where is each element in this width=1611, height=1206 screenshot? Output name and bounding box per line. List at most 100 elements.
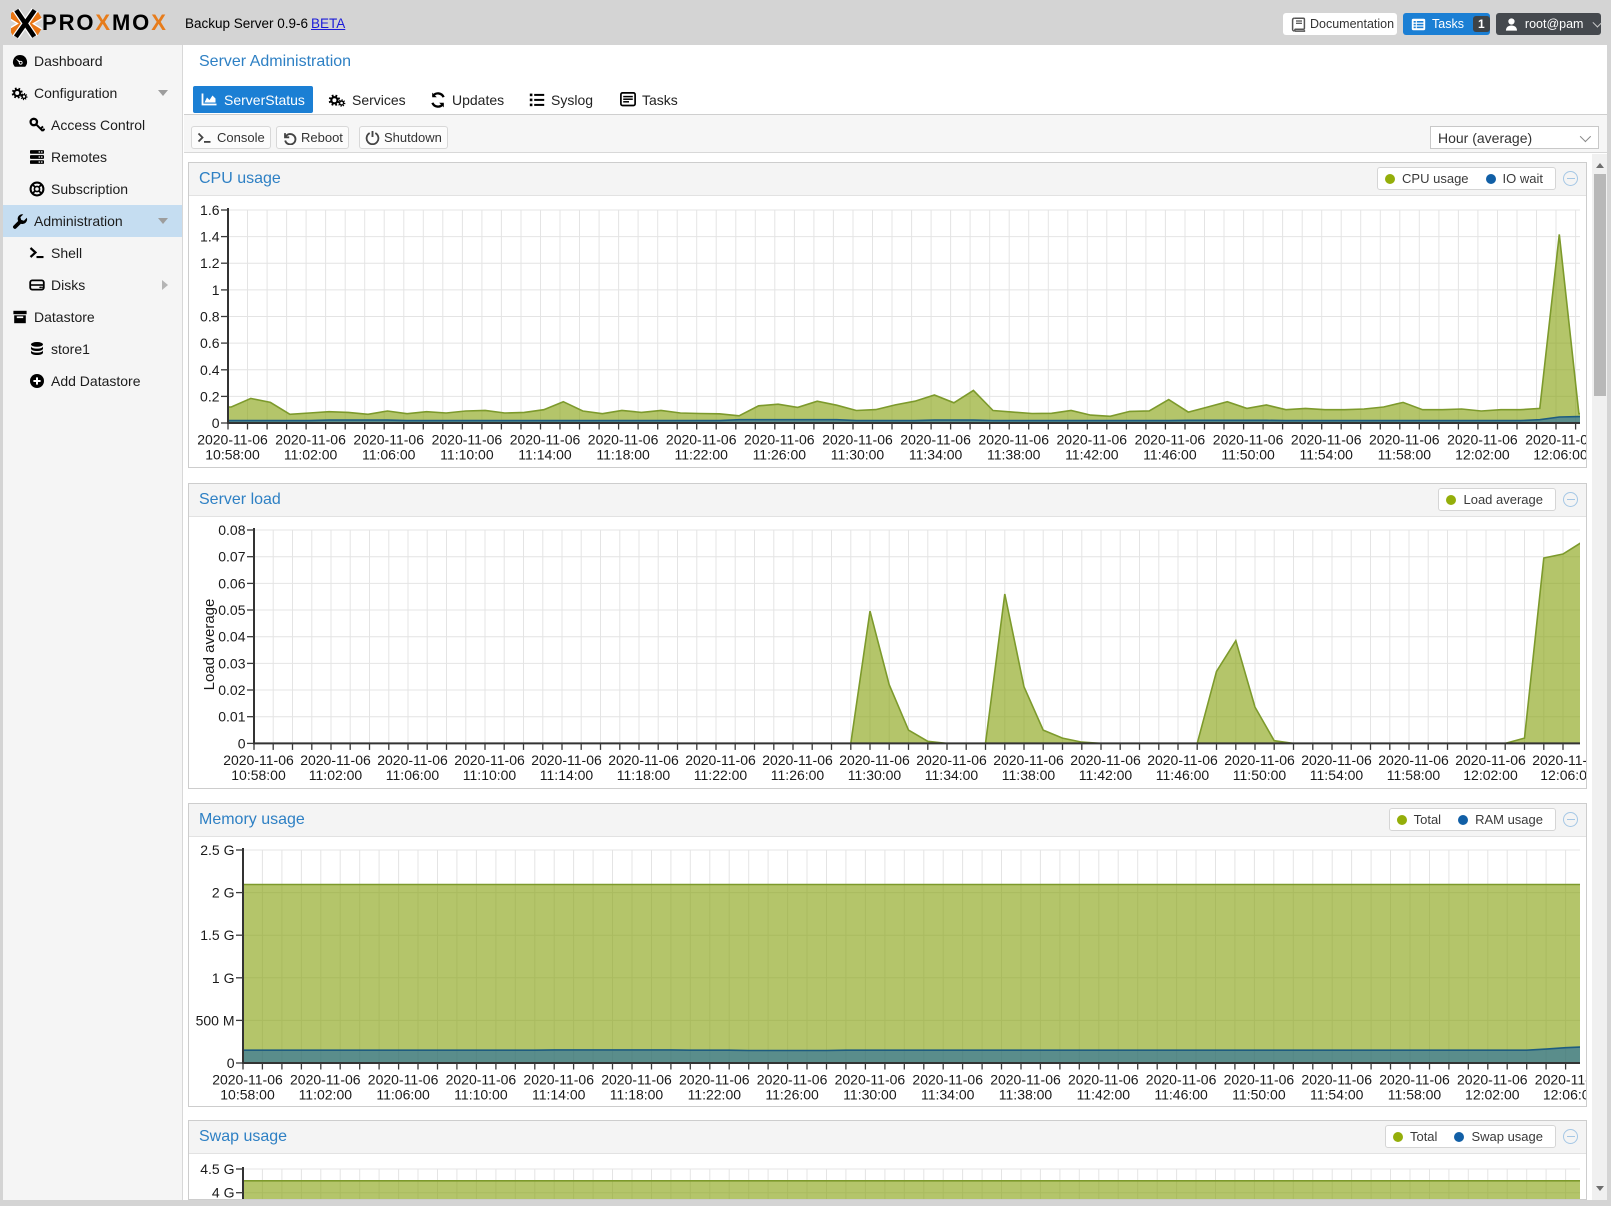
svg-text:2.5 G: 2.5 G [200, 842, 234, 858]
svg-text:2020-11-06: 2020-11-06 [900, 432, 971, 448]
svg-text:0: 0 [238, 735, 246, 751]
svg-text:2020-11-06: 2020-11-06 [1224, 752, 1295, 768]
svg-text:2020-11-06: 2020-11-06 [368, 1072, 439, 1088]
svg-text:0.05: 0.05 [218, 602, 245, 618]
svg-text:2020-11-06: 2020-11-06 [290, 1072, 361, 1088]
svg-text:11:06:00: 11:06:00 [362, 447, 416, 463]
svg-text:2020-11-06: 2020-11-06 [353, 432, 424, 448]
svg-text:2020-11-06: 2020-11-06 [757, 1072, 828, 1088]
svg-text:11:34:00: 11:34:00 [925, 767, 979, 783]
svg-text:11:50:00: 11:50:00 [1233, 767, 1287, 783]
svg-text:11:02:00: 11:02:00 [284, 447, 338, 463]
svg-text:11:18:00: 11:18:00 [617, 767, 671, 783]
svg-text:1.5 G: 1.5 G [200, 927, 234, 943]
svg-text:11:42:00: 11:42:00 [1077, 1087, 1131, 1103]
svg-text:2020-11-06: 2020-11-06 [839, 752, 910, 768]
svg-text:12:06:00: 12:06:00 [1543, 1087, 1586, 1103]
svg-text:10:58:00: 10:58:00 [205, 447, 260, 463]
svg-text:11:50:00: 11:50:00 [1221, 447, 1275, 463]
svg-text:2020-11-06: 2020-11-06 [608, 752, 679, 768]
svg-text:2020-11-06: 2020-11-06 [1213, 432, 1284, 448]
svg-text:11:38:00: 11:38:00 [999, 1087, 1053, 1103]
svg-text:2 G: 2 G [212, 885, 235, 901]
svg-text:2020-11-06: 2020-11-06 [1379, 1072, 1450, 1088]
svg-text:11:14:00: 11:14:00 [532, 1087, 586, 1103]
svg-text:2020-11-06: 2020-11-06 [822, 432, 893, 448]
svg-text:11:30:00: 11:30:00 [831, 447, 885, 463]
svg-text:11:26:00: 11:26:00 [765, 1087, 819, 1103]
svg-text:10:58:00: 10:58:00 [220, 1087, 275, 1103]
svg-text:1.4: 1.4 [200, 229, 220, 245]
svg-text:2020-11-06: 2020-11-06 [1447, 432, 1518, 448]
svg-text:2020-11-06: 2020-11-06 [1057, 432, 1128, 448]
svg-text:2020-11-06: 2020-11-06 [377, 752, 448, 768]
svg-text:0: 0 [212, 415, 220, 431]
svg-text:500 M: 500 M [196, 1012, 235, 1028]
svg-text:2020-11-06: 2020-11-06 [1535, 1072, 1586, 1088]
svg-text:2020-11-06: 2020-11-06 [744, 432, 815, 448]
svg-text:1 G: 1 G [212, 970, 235, 986]
svg-text:11:34:00: 11:34:00 [909, 447, 963, 463]
svg-text:2020-11-06: 2020-11-06 [197, 432, 268, 448]
svg-text:11:18:00: 11:18:00 [610, 1087, 664, 1103]
svg-text:2020-11-06: 2020-11-06 [1301, 752, 1372, 768]
svg-text:11:54:00: 11:54:00 [1310, 1087, 1364, 1103]
svg-text:11:46:00: 11:46:00 [1154, 1087, 1208, 1103]
svg-text:2020-11-06: 2020-11-06 [666, 432, 737, 448]
svg-text:11:38:00: 11:38:00 [1002, 767, 1056, 783]
svg-text:1: 1 [212, 282, 220, 298]
svg-text:2020-11-06: 2020-11-06 [1378, 752, 1449, 768]
svg-text:2020-11-06: 2020-11-06 [1301, 1072, 1372, 1088]
svg-text:2020-11-06: 2020-11-06 [762, 752, 833, 768]
svg-text:2020-11-06: 2020-11-06 [510, 432, 581, 448]
svg-text:11:10:00: 11:10:00 [454, 1087, 508, 1103]
svg-text:0.02: 0.02 [218, 682, 245, 698]
svg-text:2020-11-06: 2020-11-06 [1369, 432, 1440, 448]
svg-text:11:58:00: 11:58:00 [1387, 767, 1441, 783]
svg-text:11:58:00: 11:58:00 [1378, 447, 1432, 463]
svg-text:2020-11-06: 2020-11-06 [1525, 432, 1586, 448]
svg-text:0.8: 0.8 [200, 309, 220, 325]
svg-text:11:42:00: 11:42:00 [1079, 767, 1133, 783]
svg-text:4.5 G: 4.5 G [200, 1161, 234, 1177]
svg-text:2020-11-06: 2020-11-06 [1068, 1072, 1139, 1088]
svg-text:1.2: 1.2 [200, 255, 220, 271]
svg-text:1.6: 1.6 [200, 202, 220, 218]
svg-text:11:14:00: 11:14:00 [518, 447, 572, 463]
svg-text:2020-11-06: 2020-11-06 [223, 752, 294, 768]
svg-text:12:06:00: 12:06:00 [1540, 767, 1586, 783]
svg-text:11:54:00: 11:54:00 [1299, 447, 1353, 463]
svg-text:2020-11-06: 2020-11-06 [300, 752, 371, 768]
svg-text:2020-11-06: 2020-11-06 [916, 752, 987, 768]
svg-text:11:06:00: 11:06:00 [376, 1087, 430, 1103]
svg-text:0.07: 0.07 [218, 549, 245, 565]
svg-text:2020-11-06: 2020-11-06 [523, 1072, 594, 1088]
svg-text:11:26:00: 11:26:00 [771, 767, 825, 783]
svg-text:11:42:00: 11:42:00 [1065, 447, 1119, 463]
svg-text:11:18:00: 11:18:00 [596, 447, 650, 463]
svg-text:11:22:00: 11:22:00 [674, 447, 728, 463]
svg-text:11:50:00: 11:50:00 [1232, 1087, 1286, 1103]
svg-text:11:06:00: 11:06:00 [386, 767, 440, 783]
svg-text:11:10:00: 11:10:00 [463, 767, 517, 783]
svg-text:2020-11-06: 2020-11-06 [446, 1072, 517, 1088]
svg-text:2020-11-06: 2020-11-06 [1135, 432, 1206, 448]
svg-text:0.08: 0.08 [218, 522, 245, 538]
svg-text:2020-11-06: 2020-11-06 [1291, 432, 1362, 448]
svg-text:2020-11-06: 2020-11-06 [679, 1072, 750, 1088]
svg-text:2020-11-06: 2020-11-06 [993, 752, 1064, 768]
svg-text:11:54:00: 11:54:00 [1310, 767, 1364, 783]
svg-text:0.04: 0.04 [218, 629, 245, 645]
svg-text:2020-11-06: 2020-11-06 [454, 752, 525, 768]
svg-text:10:58:00: 10:58:00 [231, 767, 286, 783]
svg-text:11:10:00: 11:10:00 [440, 447, 494, 463]
svg-text:0.03: 0.03 [218, 655, 245, 671]
svg-text:12:06:00: 12:06:00 [1533, 447, 1586, 463]
svg-text:2020-11-06: 2020-11-06 [1070, 752, 1141, 768]
svg-text:11:22:00: 11:22:00 [688, 1087, 742, 1103]
svg-text:2020-11-06: 2020-11-06 [978, 432, 1049, 448]
svg-text:2020-11-06: 2020-11-06 [275, 432, 346, 448]
svg-text:2020-11-06: 2020-11-06 [990, 1072, 1061, 1088]
svg-text:0.4: 0.4 [200, 362, 220, 378]
svg-text:Load average: Load average [201, 599, 218, 691]
